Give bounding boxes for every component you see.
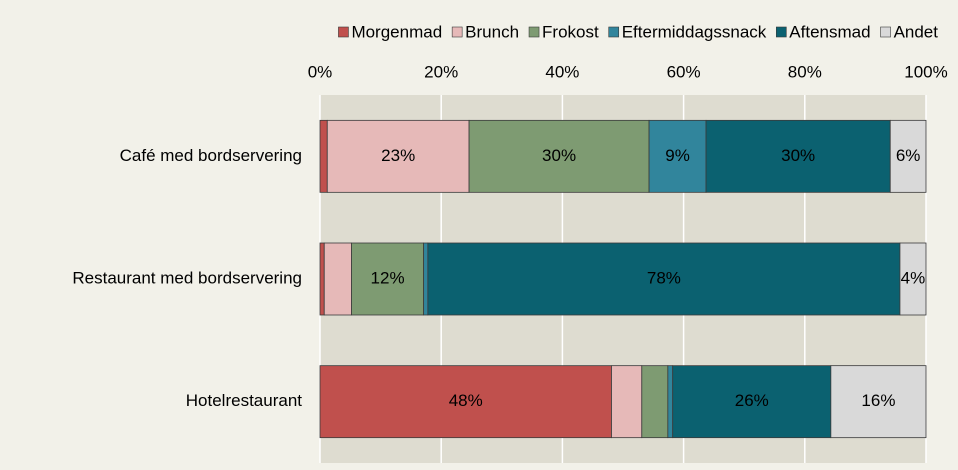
legend-label: Morgenmad [351,22,442,41]
bar-segment [323,242,352,316]
x-tick-label: 60% [667,62,701,81]
bar-segment [351,242,425,316]
y-tick-label: Café med bordservering [120,146,302,165]
data-label: 48% [449,391,483,410]
legend-label: Andet [894,22,939,41]
bar-segment [468,119,650,193]
bar-segment [641,365,669,439]
x-tick-label: 40% [545,62,579,81]
data-label: 4% [901,268,926,287]
data-label: 30% [542,146,576,165]
bar-segment [889,119,927,193]
data-label: 26% [735,391,769,410]
bar-segment [326,119,470,193]
legend-swatch [775,26,787,38]
bar-segment [705,119,891,193]
bar-segment [648,119,707,193]
legend-swatch [528,26,540,38]
legend-swatch [608,26,620,38]
bar-segment [427,242,901,316]
data-label: 12% [371,268,405,287]
bar-segment [899,242,927,316]
bar-segment [830,365,927,439]
bar-segment [319,119,328,193]
bar-segment [611,365,643,439]
legend-label: Brunch [465,22,519,41]
bar-segment [423,242,429,316]
x-tick-label: 100% [904,62,947,81]
x-tick-label: 20% [424,62,458,81]
data-label: 6% [896,146,921,165]
y-tick-label: Restaurant med bordservering [72,268,302,287]
data-label: 30% [781,146,815,165]
legend-label: Eftermiddagssnack [622,22,767,41]
bar-segment [319,365,612,439]
y-tick-label: Hotelrestaurant [186,391,303,410]
legend-swatch [338,26,349,38]
legend-swatch [451,26,463,38]
bar-segment [319,242,325,316]
legend-swatch [880,26,891,38]
legend-label: Aftensmad [789,22,870,41]
data-label: 16% [861,391,895,410]
x-tick-label: 0% [308,62,333,81]
legend-label: Frokost [542,22,599,41]
bar-segment [672,365,832,439]
data-label: 78% [647,268,681,287]
x-tick-label: 80% [788,62,822,81]
data-label: 23% [381,146,415,165]
data-label: 9% [665,146,690,165]
bar-segment [667,365,674,439]
